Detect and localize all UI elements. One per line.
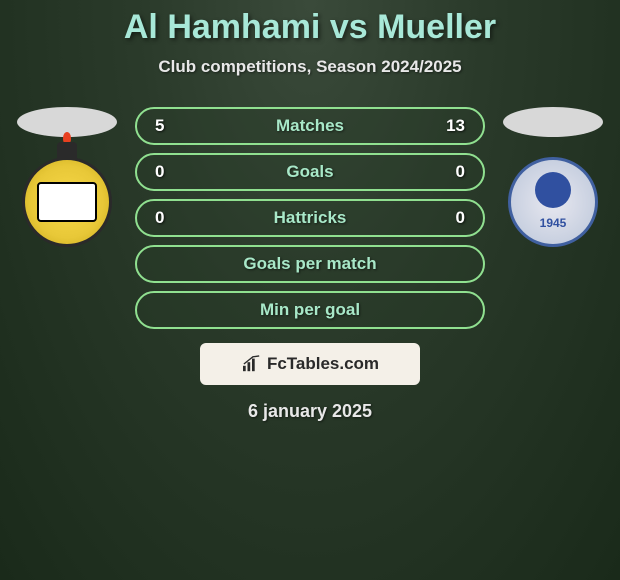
stats-column: 5 Matches 13 0 Goals 0 0 Hattricks 0 Goa… [135, 107, 485, 329]
stat-left-value: 0 [155, 208, 185, 228]
club-logo-left [22, 157, 112, 247]
book-icon [37, 182, 97, 222]
page-title: Al Hamhami vs Mueller [0, 8, 620, 47]
stat-row-goals-per-match: Goals per match [135, 245, 485, 283]
stat-label: Goals [286, 162, 333, 182]
subtitle: Club competitions, Season 2024/2025 [0, 57, 620, 77]
stat-right-value: 0 [435, 208, 465, 228]
stat-right-value: 13 [435, 116, 465, 136]
stat-label: Goals per match [243, 254, 376, 274]
stat-row-matches: 5 Matches 13 [135, 107, 485, 145]
player-right-column: 1945 [503, 107, 603, 247]
chart-icon [241, 355, 263, 373]
club-logo-right: 1945 [508, 157, 598, 247]
club-year: 1945 [540, 216, 567, 230]
stat-label: Matches [276, 116, 344, 136]
stat-row-hattricks: 0 Hattricks 0 [135, 199, 485, 237]
watermark-badge: FcTables.com [200, 343, 420, 385]
stat-row-goals: 0 Goals 0 [135, 153, 485, 191]
player-right-silhouette [503, 107, 603, 137]
stat-row-min-per-goal: Min per goal [135, 291, 485, 329]
stat-label: Hattricks [274, 208, 347, 228]
stat-left-value: 0 [155, 162, 185, 182]
main-area: 5 Matches 13 0 Goals 0 0 Hattricks 0 Goa… [0, 107, 620, 329]
watermark-text: FcTables.com [267, 354, 379, 374]
stat-left-value: 5 [155, 116, 185, 136]
torch-icon [57, 142, 77, 158]
stat-right-value: 0 [435, 162, 465, 182]
comparison-card: Al Hamhami vs Mueller Club competitions,… [0, 0, 620, 422]
soccer-ball-icon [535, 172, 571, 208]
stat-label: Min per goal [260, 300, 360, 320]
date-line: 6 january 2025 [0, 401, 620, 422]
player-left-column [17, 107, 117, 247]
